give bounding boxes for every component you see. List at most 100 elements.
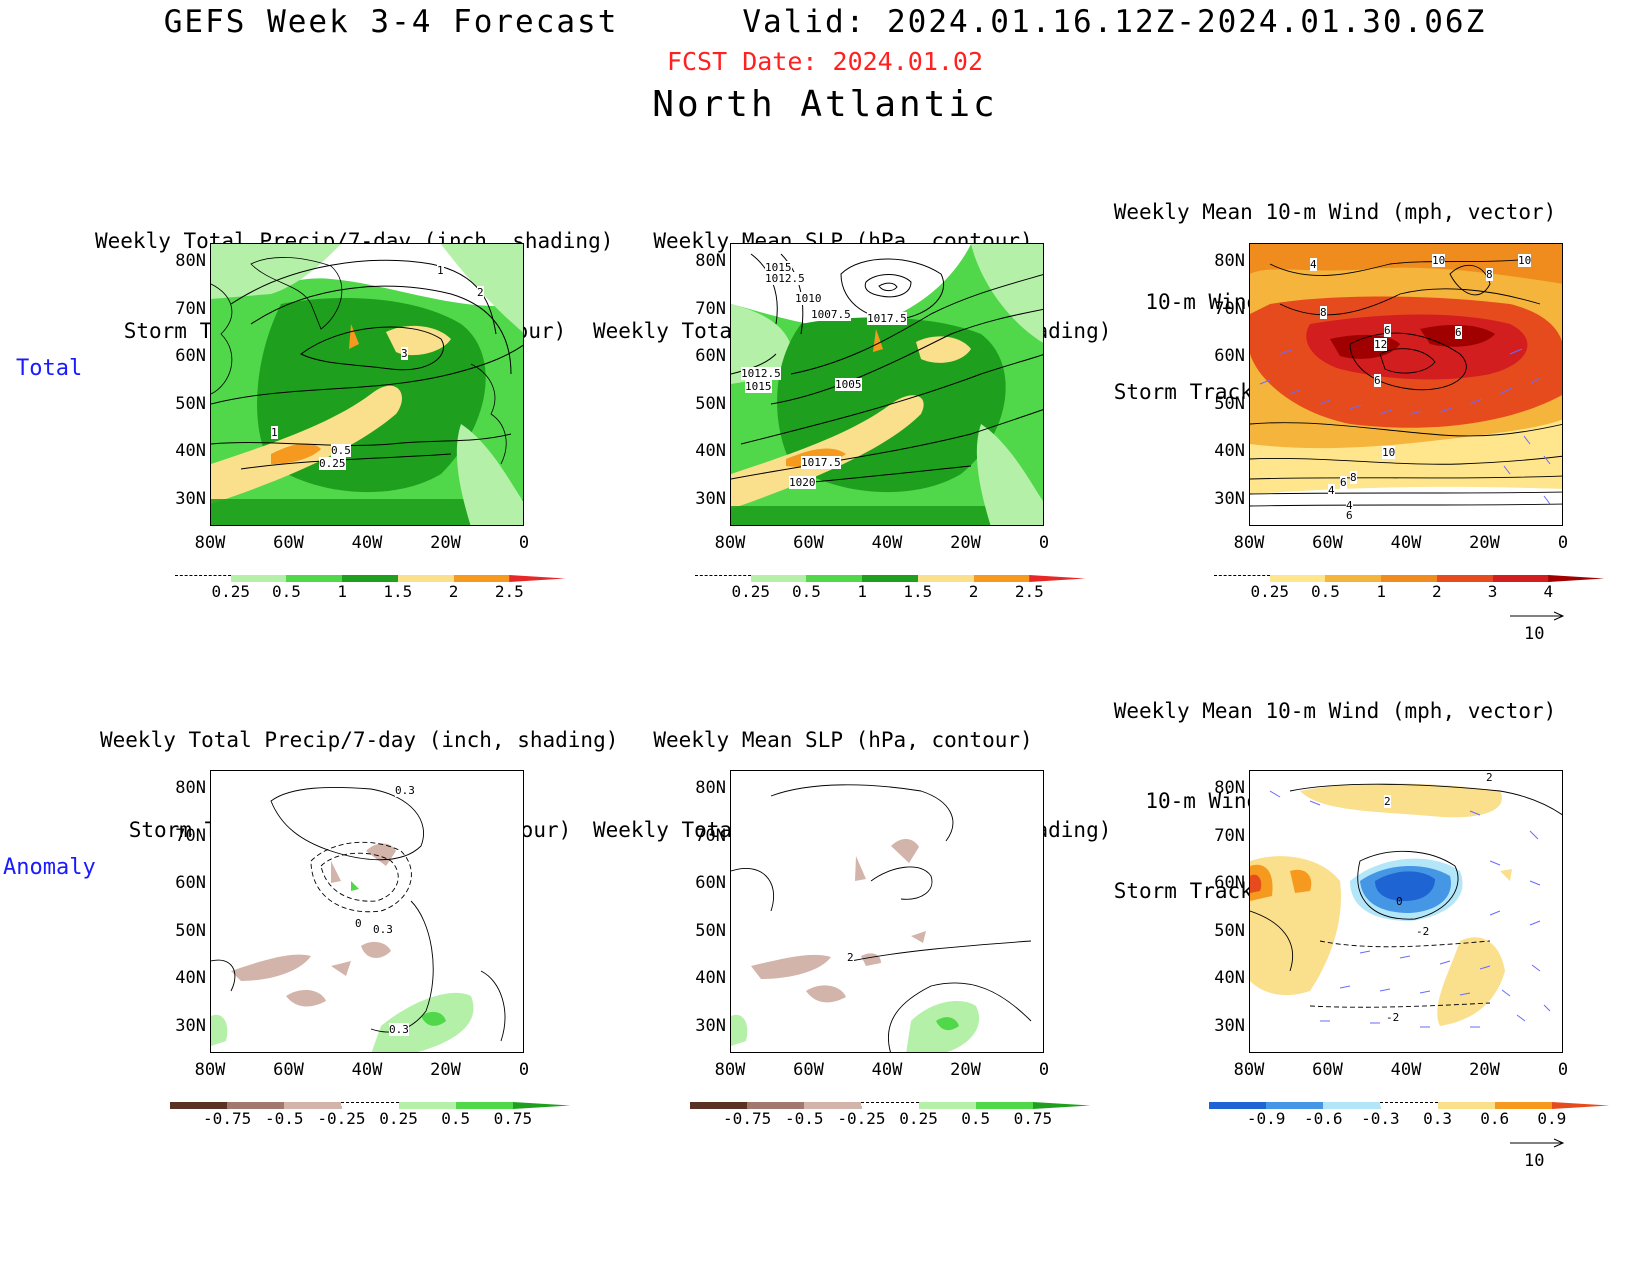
colorbar-segment [1266, 1102, 1324, 1109]
lat-tick-label: 50N [695, 920, 726, 941]
contour-label: 1017.5 [867, 312, 907, 325]
colorbar-segment [918, 1102, 977, 1109]
colorbar-label: 0.5 [441, 1109, 471, 1128]
colorbar-label: -0.5 [265, 1109, 304, 1128]
contour-label: 12 [1374, 338, 1388, 351]
lat-tick-label: 60N [175, 346, 206, 366]
map-slp-anomaly: 2 [730, 770, 1044, 1053]
colorbar-precip-anomaly-2 [690, 1102, 1091, 1109]
region-title: North Atlantic [652, 84, 998, 125]
contour-label: 8 [1320, 306, 1327, 319]
colorbar-segment [1325, 575, 1382, 582]
colorbar-segment [455, 1102, 514, 1109]
lat-tick-label: 80N [695, 251, 726, 271]
colorbar-storm-total [1214, 575, 1605, 582]
colorbar-segment [1380, 1102, 1439, 1106]
colorbar-label: 0.5 [1310, 582, 1340, 601]
lat-tick-label: 60N [695, 873, 726, 893]
lat-tick-label: 30N [1214, 488, 1245, 509]
colorbar-label: 0.6 [1480, 1109, 1510, 1128]
colorbar-label: 0.5 [791, 582, 821, 601]
colorbar-segment [1381, 575, 1438, 582]
lat-tick-label: 30N [695, 488, 726, 509]
colorbar-label: 0.25 [899, 1109, 938, 1128]
colorbar-segment [862, 575, 919, 582]
lat-tick-label: 80N [1214, 778, 1245, 798]
colorbar-label: 2 [448, 582, 459, 601]
lat-tick-label: 60N [1214, 346, 1245, 366]
contour-label: 0 [355, 917, 362, 930]
contour-label: 2 [847, 951, 854, 964]
vector-reference-total [1508, 608, 1568, 627]
lat-tick-label: 40N [695, 968, 726, 988]
lat-tick-label: 50N [1214, 393, 1245, 414]
colorbar-label: 3 [1487, 582, 1498, 601]
colorbar-segment [1551, 1102, 1610, 1109]
lon-tick-label: 80W [1233, 1060, 1265, 1080]
colorbar-label: 1 [857, 582, 867, 601]
contour-label: 0.3 [395, 784, 415, 797]
colorbar-segment [695, 575, 752, 579]
vector-reference-label: 10 [1524, 1151, 1545, 1171]
colorbar-segment [509, 575, 566, 582]
colorbar-segment [1029, 575, 1086, 582]
contour-label: 1012.5 [765, 272, 805, 285]
contour-label: 1015 [765, 261, 792, 274]
lat-tick-label: 40N [175, 968, 206, 988]
lat-tick-label: 70N [695, 298, 726, 319]
colorbar-segment [1492, 575, 1549, 582]
contour-label: 1015 [745, 380, 772, 393]
colorbar-segment [1323, 1102, 1381, 1109]
map-precip-anomaly: 0.3 0 0.3 0.3 [210, 770, 524, 1053]
contour-label: 1012.5 [741, 367, 781, 380]
lon-tick-label: 20W [950, 1060, 981, 1080]
colorbar-segment [690, 1102, 748, 1109]
lon-tick-label: 0 [1557, 1060, 1569, 1080]
colorbar-storm-anomaly [1209, 1102, 1610, 1109]
contour-label: 1010 [795, 292, 822, 305]
colorbar-label: 2.5 [494, 582, 524, 601]
colorbar-segment [1436, 575, 1494, 582]
contour-label: 0 [1396, 895, 1403, 908]
lon-tick-label: 80W [714, 533, 746, 553]
colorbar-segment [973, 575, 1030, 582]
lat-tick-label: 70N [695, 825, 726, 846]
row-label-anomaly: Anomaly [3, 855, 96, 880]
contour-label: -2 [1416, 925, 1430, 938]
colorbar-label: 2 [968, 582, 979, 601]
contour-label: 1 [437, 264, 444, 277]
contour-label: 6 [1340, 476, 1347, 489]
contour-label: 3 [401, 347, 408, 360]
colorbar-segment [230, 575, 287, 582]
contour-label: 10 [1432, 254, 1446, 267]
lon-tick-label: 60W [793, 1060, 824, 1080]
contour-label: 1020 [789, 476, 816, 489]
colorbar-segment [1437, 1102, 1496, 1109]
colorbar-precip-total [175, 575, 566, 582]
colorbar-segment [1548, 575, 1605, 582]
lat-tick-label: 30N [1214, 1015, 1245, 1036]
colorbar-segment [861, 1102, 920, 1106]
colorbar-label: -0.5 [785, 1109, 824, 1128]
lat-tick-label: 30N [175, 1015, 206, 1036]
colorbar-segment [175, 575, 232, 579]
lon-tick-label: 80W [194, 1060, 226, 1080]
lat-tick-label: 70N [175, 825, 206, 846]
colorbar-label: 0.25 [1250, 582, 1289, 601]
panel-title-line: Weekly Total Precip/7-day (inch, shading… [100, 728, 619, 752]
lon-tick-label: 20W [1469, 1060, 1500, 1080]
colorbar-label: 0.3 [1423, 1109, 1453, 1128]
colorbar-segment [284, 1102, 342, 1109]
lon-tick-label: 20W [1469, 533, 1500, 553]
colorbar-segment [341, 1102, 400, 1106]
colorbar-label: 0.9 [1537, 1109, 1567, 1128]
colorbar-label: 0.25 [211, 582, 250, 601]
colorbar-label: -0.25 [317, 1109, 366, 1128]
lon-tick-label: 40W [1390, 1060, 1422, 1080]
lon-tick-label: 0 [1038, 1060, 1050, 1080]
contour-label: 0.3 [373, 923, 393, 936]
colorbar-segment [975, 1102, 1034, 1109]
colorbar-segment [170, 1102, 228, 1109]
contour-label: 0.3 [389, 1023, 409, 1036]
lon-tick-label: 20W [950, 533, 981, 553]
